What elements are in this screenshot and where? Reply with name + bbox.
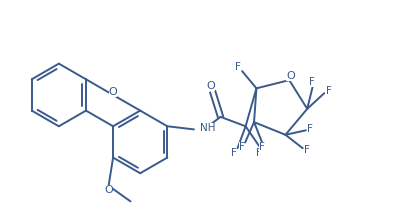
Text: NH: NH (200, 123, 215, 133)
Text: F: F (231, 148, 237, 158)
Text: F: F (326, 85, 332, 95)
Text: O: O (109, 87, 118, 97)
Text: F: F (304, 145, 310, 155)
Text: F: F (259, 142, 265, 152)
Text: F: F (239, 142, 244, 152)
Text: O: O (206, 81, 215, 91)
Text: F: F (307, 124, 313, 134)
Text: O: O (104, 185, 113, 195)
Text: O: O (286, 71, 295, 81)
Text: F: F (256, 148, 261, 158)
Text: F: F (235, 62, 240, 72)
Text: F: F (309, 77, 315, 87)
